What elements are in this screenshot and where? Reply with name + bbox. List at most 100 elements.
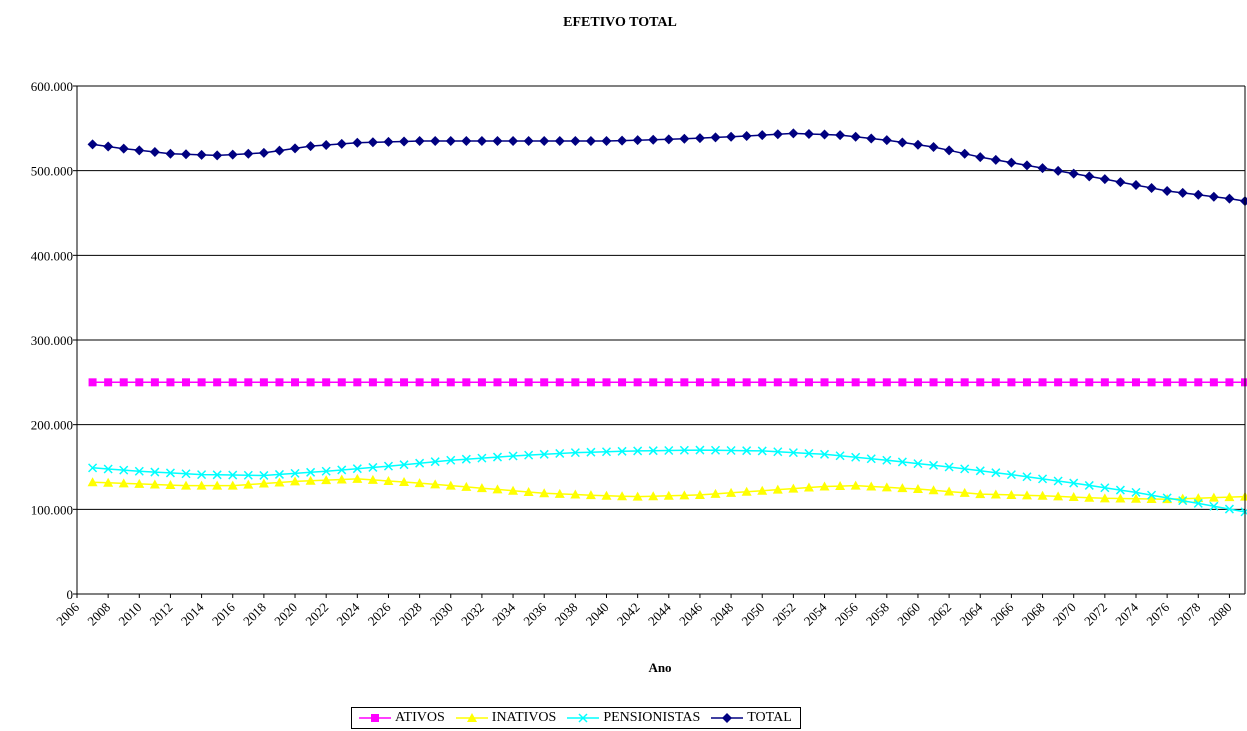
data-point-pensionistas: [1224, 504, 1234, 514]
data-point-total: [134, 145, 145, 156]
data-point-ativos: [1194, 378, 1203, 387]
data-point-ativos: [867, 378, 876, 387]
data-point-inativos: [585, 490, 596, 500]
data-point-total: [585, 136, 596, 147]
data-point-ativos: [477, 378, 486, 387]
data-point-ativos: [259, 378, 268, 387]
x-tick-label: 2056: [832, 599, 861, 628]
data-point-total: [149, 147, 160, 158]
data-point-pensionistas: [508, 451, 518, 461]
data-point-ativos: [633, 378, 642, 387]
x-tick-label: 2022: [302, 600, 331, 629]
data-point-ativos: [898, 378, 907, 387]
data-point-total: [772, 129, 783, 140]
legend: ATIVOS INATIVOS PENSIONISTAS TOTAL: [351, 707, 801, 729]
data-point-inativos: [352, 473, 363, 483]
data-point-total: [336, 138, 347, 149]
data-point-ativos: [353, 378, 362, 387]
data-point-pensionistas: [975, 466, 985, 476]
data-point-ativos: [275, 378, 284, 387]
data-point-pensionistas: [492, 452, 503, 462]
data-point-pensionistas: [570, 448, 580, 458]
data-point-inativos: [445, 480, 456, 490]
data-point-inativos: [710, 488, 721, 498]
legend-swatch-total: [711, 713, 744, 723]
legend-swatch-ativos: [359, 714, 391, 722]
data-point-pensionistas: [88, 463, 98, 473]
data-point-inativos: [430, 479, 441, 489]
data-point-ativos: [135, 378, 144, 387]
data-point-pensionistas: [524, 450, 534, 460]
x-tick-label: 2078: [1174, 600, 1203, 629]
data-point-ativos: [431, 378, 440, 387]
data-point-pensionistas: [352, 464, 362, 474]
data-point-total: [445, 136, 456, 147]
data-point-total: [118, 143, 129, 154]
data-point-total: [1208, 191, 1219, 202]
data-point-pensionistas: [212, 470, 222, 480]
x-tick-label: 2052: [770, 600, 799, 629]
data-point-ativos: [1147, 378, 1156, 387]
data-point-total: [258, 147, 269, 158]
data-point-total: [1099, 174, 1110, 185]
data-point-total: [928, 141, 939, 152]
y-tick-label: 600.000: [31, 79, 73, 94]
data-point-pensionistas: [726, 445, 736, 456]
data-point-pensionistas: [788, 448, 798, 458]
data-point-total: [570, 136, 581, 147]
data-point-total: [912, 139, 923, 150]
x-tick-label: 2064: [956, 599, 985, 628]
data-point-total: [523, 136, 534, 147]
x-tick-label: 2044: [645, 599, 674, 628]
data-point-inativos: [1084, 492, 1095, 502]
legend-item-pensionistas: PENSIONISTAS: [566, 710, 700, 726]
data-point-pensionistas: [1147, 490, 1157, 500]
data-point-ativos: [664, 378, 673, 387]
data-point-pensionistas: [181, 469, 191, 479]
data-point-pensionistas: [1084, 480, 1094, 490]
data-point-pensionistas: [664, 445, 674, 456]
data-point-ativos: [555, 378, 564, 387]
data-point-inativos: [1053, 491, 1064, 501]
data-point-ativos: [649, 378, 658, 387]
data-point-pensionistas: [835, 451, 845, 461]
data-point-pensionistas: [415, 458, 425, 468]
data-point-pensionistas: [960, 464, 970, 474]
data-point-ativos: [291, 378, 300, 387]
data-point-inativos: [212, 480, 223, 490]
data-point-inativos: [1224, 492, 1235, 502]
legend-swatch-marker: [578, 713, 588, 723]
data-point-total: [1068, 168, 1079, 179]
data-point-pensionistas: [882, 455, 892, 465]
data-point-ativos: [1022, 378, 1031, 387]
data-point-inativos: [944, 486, 955, 496]
x-axis-ticks: 2006 2008 2010 2012 2014 2016 2018 2020 2022 2024…: [53, 594, 1235, 629]
data-point-ativos: [945, 378, 954, 387]
series-total: [87, 128, 1247, 207]
data-point-inativos: [803, 482, 814, 492]
data-point-total: [383, 136, 394, 147]
data-point-total: [414, 136, 425, 147]
x-tick-label: 2026: [365, 599, 394, 628]
data-point-ativos: [1225, 378, 1234, 387]
data-point-inativos: [694, 489, 705, 499]
data-point-pensionistas: [539, 449, 549, 459]
y-tick-label: 500.000: [31, 164, 73, 179]
data-point-inativos: [523, 486, 534, 496]
data-point-inativos: [196, 480, 207, 490]
data-point-total: [990, 154, 1001, 165]
data-point-inativos: [1099, 493, 1110, 503]
data-point-ativos: [976, 378, 985, 387]
x-tick-label: 2048: [707, 600, 736, 629]
data-point-pensionistas: [897, 457, 907, 467]
x-tick-label: 2014: [178, 599, 207, 628]
data-point-inativos: [539, 488, 550, 498]
data-point-ativos: [540, 378, 549, 387]
data-point-inativos: [508, 485, 519, 495]
x-tick-label: 2010: [115, 600, 144, 629]
data-point-total: [679, 133, 690, 144]
data-point-total: [165, 148, 176, 159]
data-point-total: [227, 149, 238, 160]
data-point-ativos: [1116, 378, 1125, 387]
data-point-ativos: [913, 378, 922, 387]
